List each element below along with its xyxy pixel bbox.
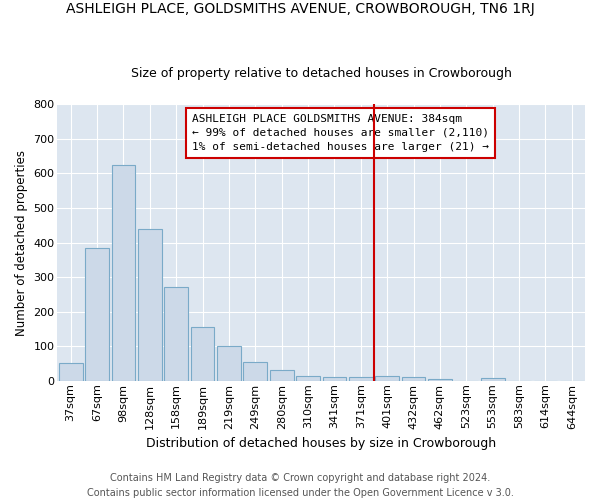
X-axis label: Distribution of detached houses by size in Crowborough: Distribution of detached houses by size … bbox=[146, 437, 496, 450]
Bar bbox=[296, 376, 320, 381]
Bar bbox=[244, 362, 267, 381]
Bar bbox=[270, 370, 293, 381]
Title: Size of property relative to detached houses in Crowborough: Size of property relative to detached ho… bbox=[131, 66, 512, 80]
Bar bbox=[376, 376, 399, 381]
Bar bbox=[217, 346, 241, 381]
Bar bbox=[112, 165, 135, 381]
Bar bbox=[323, 378, 346, 381]
Bar bbox=[138, 228, 161, 381]
Y-axis label: Number of detached properties: Number of detached properties bbox=[15, 150, 28, 336]
Text: ASHLEIGH PLACE, GOLDSMITHS AVENUE, CROWBOROUGH, TN6 1RJ: ASHLEIGH PLACE, GOLDSMITHS AVENUE, CROWB… bbox=[65, 2, 535, 16]
Bar bbox=[85, 248, 109, 381]
Bar bbox=[481, 378, 505, 381]
Text: ASHLEIGH PLACE GOLDSMITHS AVENUE: 384sqm
← 99% of detached houses are smaller (2: ASHLEIGH PLACE GOLDSMITHS AVENUE: 384sqm… bbox=[192, 114, 489, 152]
Bar bbox=[428, 379, 452, 381]
Bar bbox=[401, 378, 425, 381]
Bar bbox=[349, 378, 373, 381]
Bar bbox=[59, 364, 83, 381]
Text: Contains HM Land Registry data © Crown copyright and database right 2024.
Contai: Contains HM Land Registry data © Crown c… bbox=[86, 472, 514, 498]
Bar bbox=[164, 288, 188, 381]
Bar bbox=[191, 327, 214, 381]
